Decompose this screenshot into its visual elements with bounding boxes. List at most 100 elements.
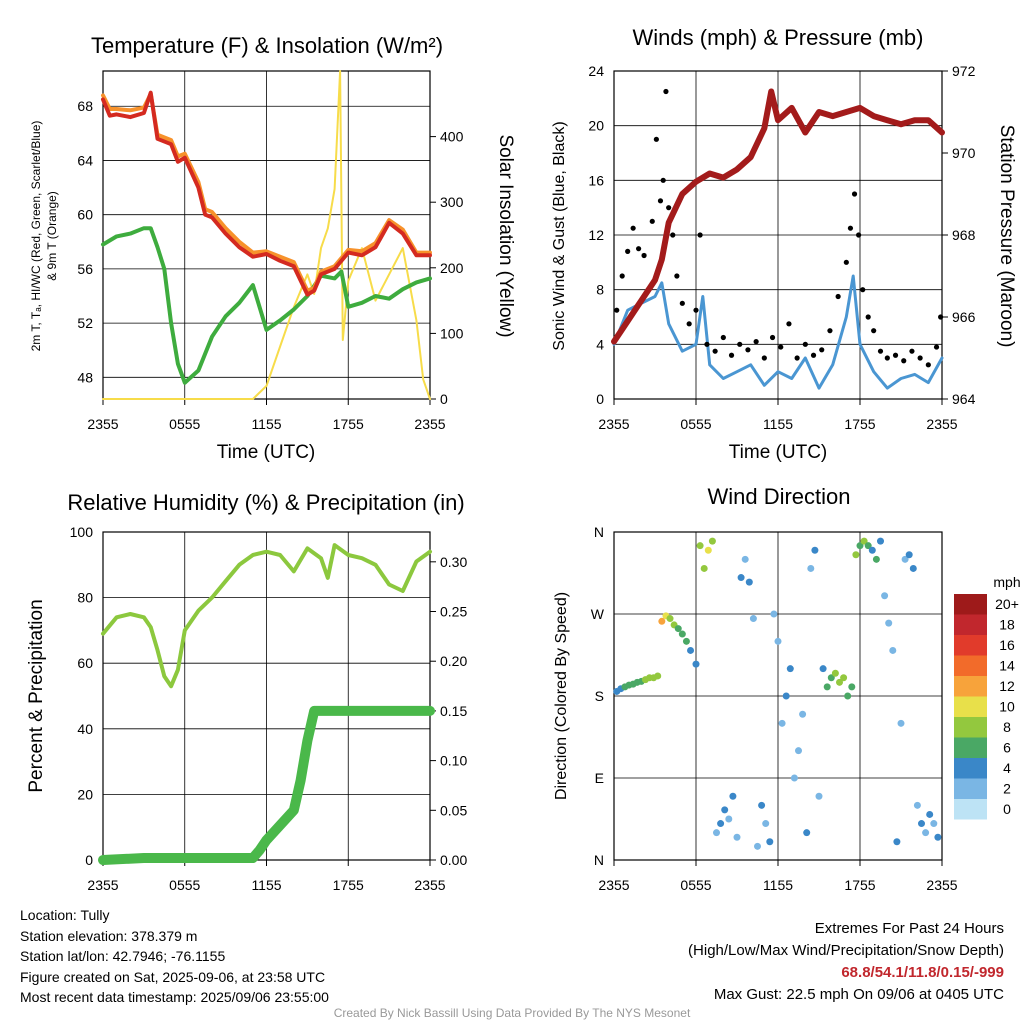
direction-point <box>729 792 737 800</box>
direction-point <box>790 774 798 782</box>
gust-point <box>761 355 767 361</box>
legend-label: 0 <box>1003 801 1011 817</box>
y2-tick-label: 300 <box>440 194 464 210</box>
direction-point <box>905 551 913 559</box>
legend-label: 20+ <box>995 596 1019 612</box>
y-tick-label: N <box>594 852 604 868</box>
y2-tick-label: 972 <box>952 63 976 79</box>
legend-swatch <box>954 758 987 779</box>
gust-point <box>660 177 666 183</box>
station-info: Location: Tully Station elevation: 378.3… <box>20 905 329 1008</box>
gust-point <box>663 88 669 95</box>
y2-tick-label: 0.30 <box>440 554 467 570</box>
legend-swatch <box>954 676 987 697</box>
direction-point <box>827 674 835 682</box>
gust-point <box>884 355 890 361</box>
gust-point <box>819 347 825 353</box>
legend-label: 18 <box>999 617 1015 633</box>
x-tick-label: 2355 <box>926 416 957 432</box>
gust-point <box>636 246 642 252</box>
panel-frame <box>102 70 431 400</box>
direction-point <box>926 810 934 818</box>
direction-point <box>836 678 843 686</box>
gust-point <box>697 232 703 238</box>
legend-label: 16 <box>999 637 1015 653</box>
direction-point <box>860 537 868 545</box>
gust-point <box>614 307 620 313</box>
direction-point <box>749 615 757 623</box>
y-tick-label: 4 <box>596 336 604 352</box>
gust-point <box>794 355 800 361</box>
direction-point <box>852 551 860 559</box>
gust-point <box>769 334 776 341</box>
x-tick-label: 2355 <box>414 416 445 432</box>
gust-point <box>625 248 631 254</box>
x-tick-label: 1755 <box>333 416 364 432</box>
y-tick-label: 48 <box>77 369 93 385</box>
gust-point <box>925 362 931 368</box>
x-tick-label: 1755 <box>333 877 364 893</box>
gust-point <box>938 314 944 320</box>
legend-swatch <box>954 594 987 615</box>
direction-point <box>889 646 897 654</box>
gust-point <box>641 252 647 259</box>
direction-point <box>741 555 749 563</box>
direction-point <box>678 630 686 638</box>
gust-point <box>901 358 907 364</box>
gust-point <box>860 287 866 293</box>
direction-point <box>658 617 666 625</box>
y-tick-label: 0 <box>85 852 93 868</box>
direction-point <box>737 574 745 582</box>
direction-point <box>717 820 725 828</box>
direction-point <box>885 619 893 627</box>
gust-point <box>917 355 923 361</box>
direction-point <box>692 660 700 668</box>
y-tick-label: 16 <box>588 172 604 188</box>
direction-point <box>913 801 921 809</box>
x-tick-label: 2355 <box>414 877 445 893</box>
station-elevation: Station elevation: 378.379 m <box>20 927 198 944</box>
direction-point <box>811 546 819 554</box>
direction-point <box>682 637 690 645</box>
panel-frame <box>613 70 943 400</box>
y-tick-label: 52 <box>77 315 93 331</box>
x-tick-label: 0555 <box>680 416 711 432</box>
dir-panel-title: Wind Direction <box>707 484 850 509</box>
gust-point <box>810 352 817 358</box>
y-tick-label: E <box>595 770 604 786</box>
legend-label: 2 <box>1003 781 1011 797</box>
gust-point <box>909 348 915 354</box>
y-tick-label: W <box>591 606 605 622</box>
gust-point <box>630 225 636 231</box>
gust-point <box>877 348 884 354</box>
y-tick-label: 20 <box>77 786 93 802</box>
y2-tick-label: 968 <box>952 227 976 243</box>
x-tick-label: 2355 <box>598 877 629 893</box>
direction-point <box>666 615 674 623</box>
gust-point <box>933 344 940 350</box>
y-tick-label: 0 <box>596 391 604 407</box>
direction-point <box>877 537 884 545</box>
direction-point <box>721 806 729 814</box>
temp-panel-title: Temperature (F) & Insolation (W/m²) <box>91 33 443 58</box>
direction-point <box>708 537 716 545</box>
gust-point <box>778 344 784 350</box>
legend-swatch <box>954 696 987 717</box>
legend-swatch <box>954 778 987 799</box>
direction-point <box>815 792 823 800</box>
direction-point <box>766 838 774 846</box>
y-tick-label: 60 <box>77 655 93 671</box>
station-location: Location: Tully <box>20 907 110 923</box>
direction-point <box>819 665 827 673</box>
gust-point <box>657 198 664 204</box>
y-tick-label: 64 <box>77 152 93 168</box>
gust-point <box>753 339 759 345</box>
panel-frame <box>102 531 431 861</box>
gust-point <box>674 273 680 279</box>
gust-point <box>670 232 676 238</box>
rh-panel-title: Relative Humidity (%) & Precipitation (i… <box>67 490 464 515</box>
station-latlon: Station lat/lon: 42.7946; -76.1155 <box>20 948 226 964</box>
y2-tick-label: 964 <box>952 391 976 407</box>
y2-tick-label: 0.15 <box>440 703 467 719</box>
